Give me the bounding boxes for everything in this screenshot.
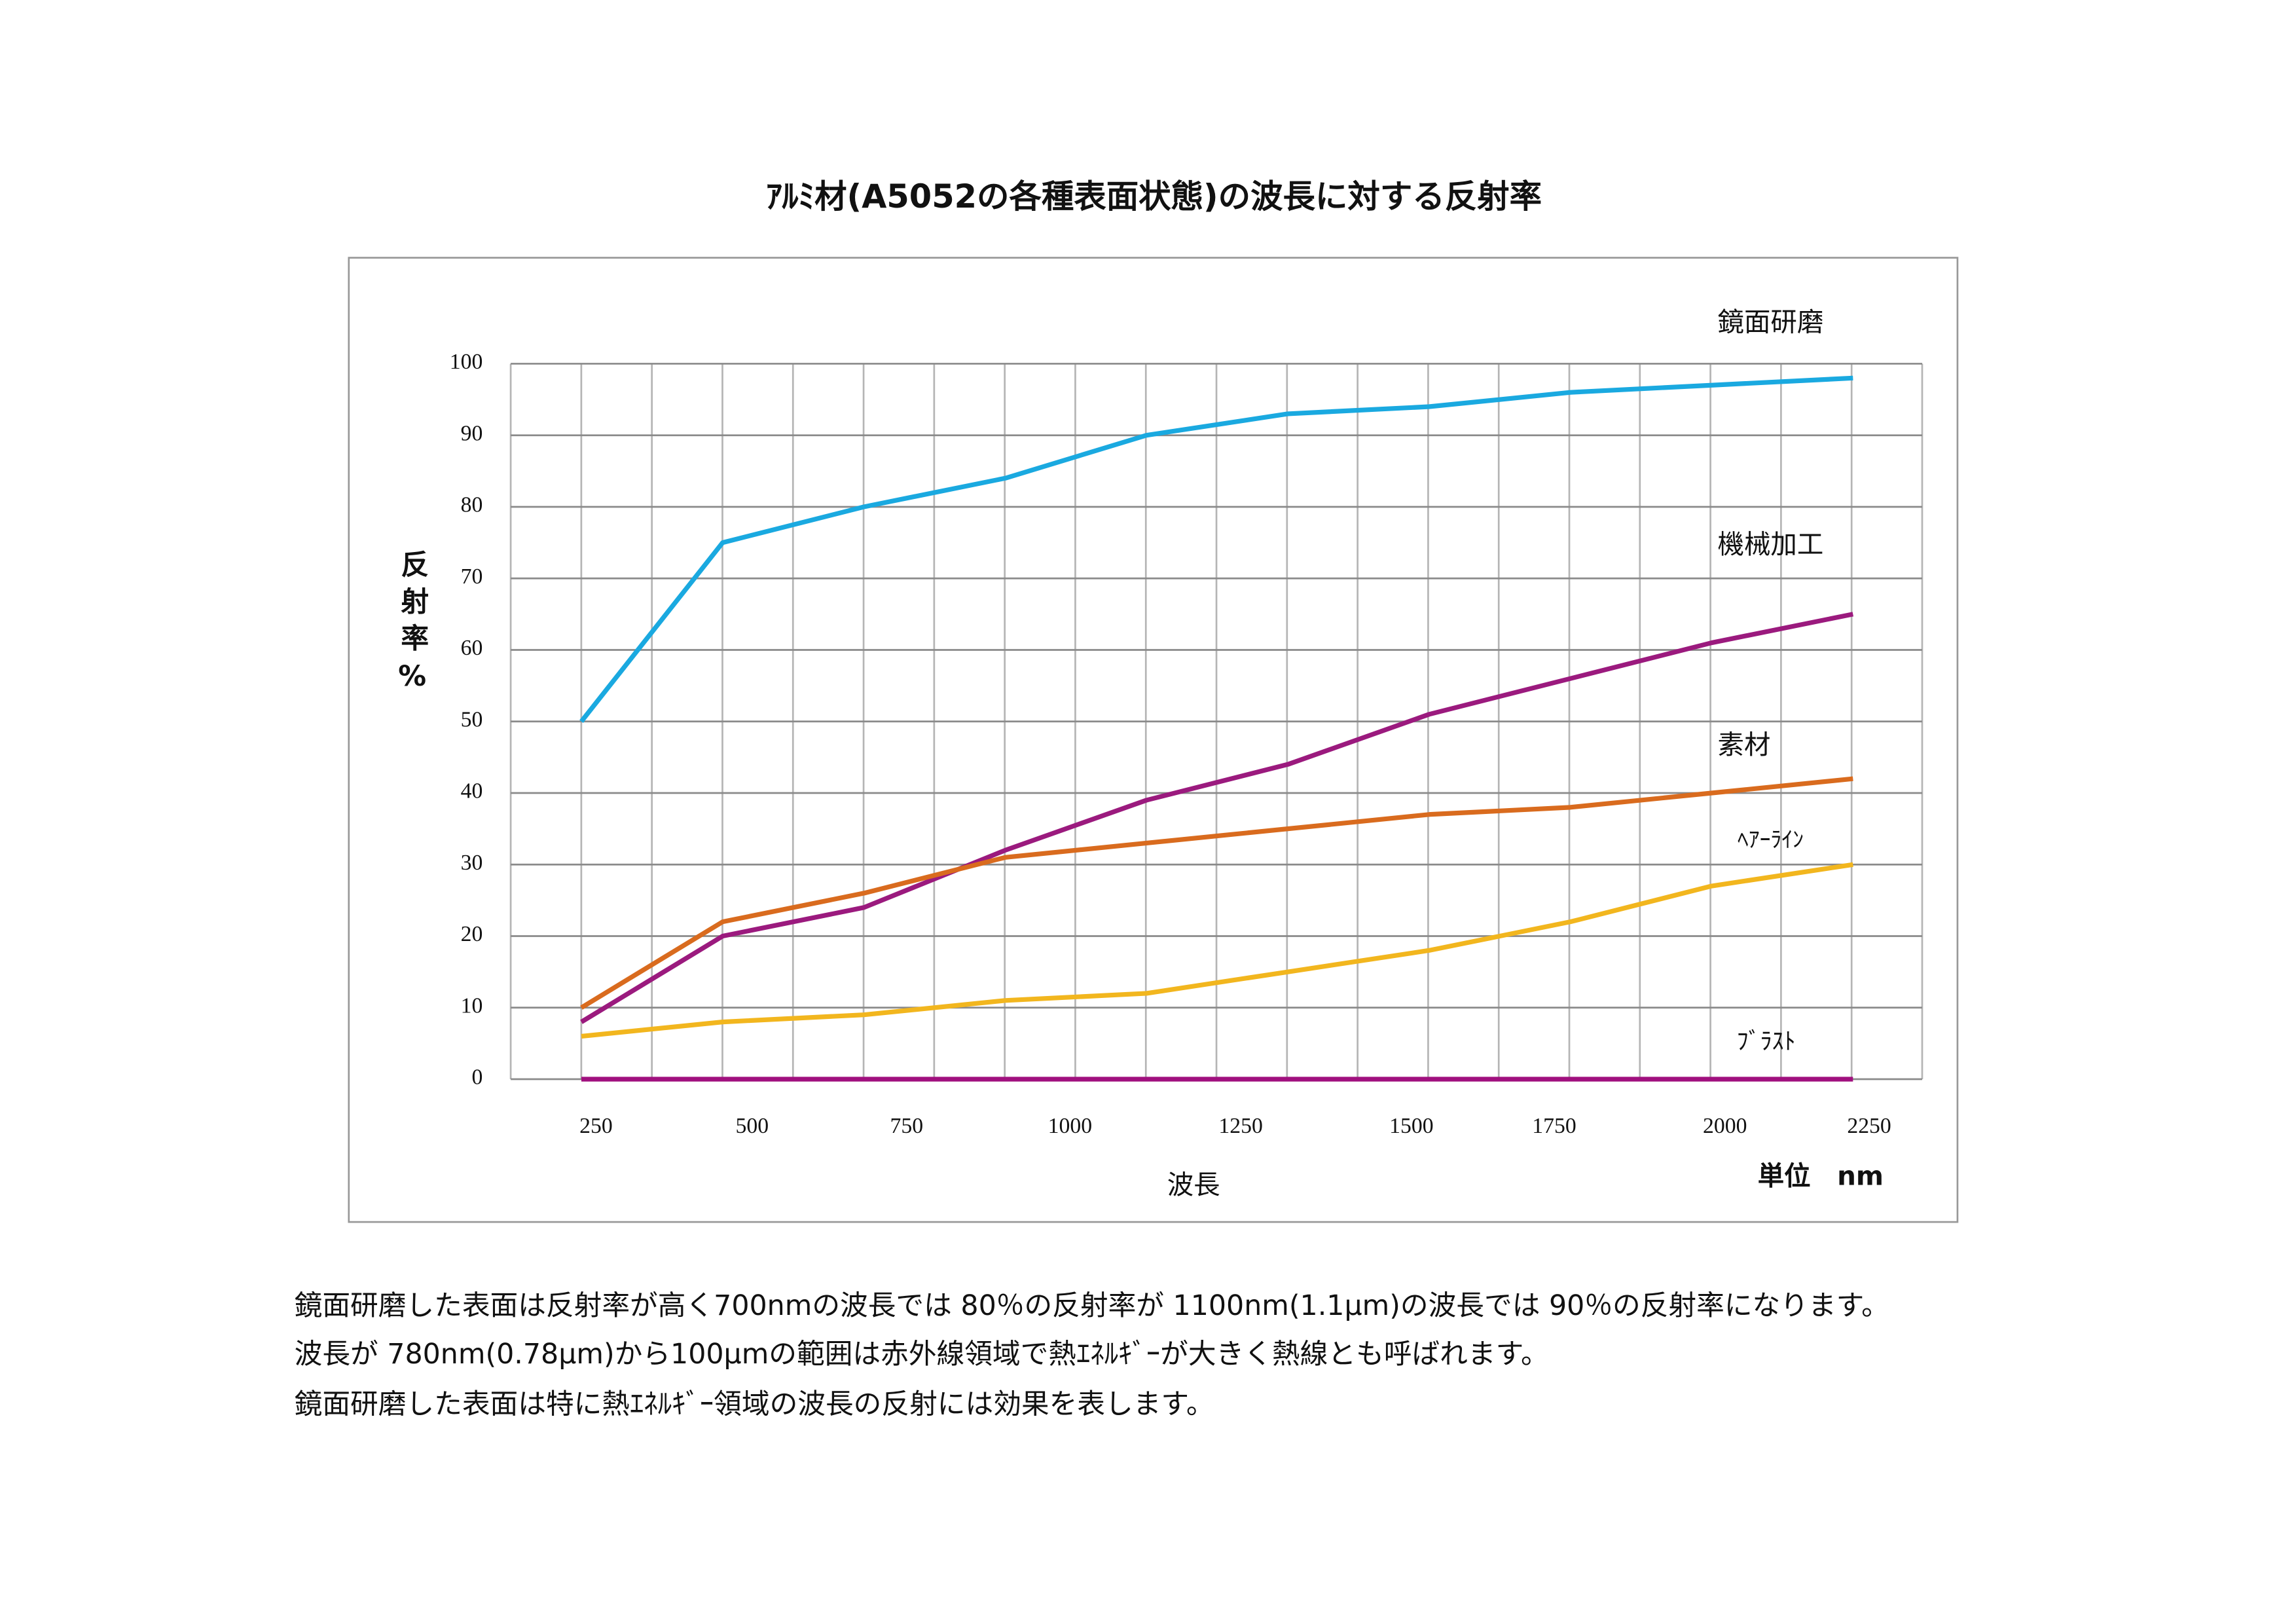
x-axis-label: 波長	[1167, 1169, 1220, 1200]
series-label: 機械加工	[1718, 528, 1824, 560]
note: 鏡面研磨した表面は特に熱ｴﾈﾙｷﾞｰ領域の波長の反射には効果を表します。	[295, 1388, 1214, 1421]
y-tick-label: 80	[461, 493, 483, 517]
x-tick-label: 750	[890, 1114, 924, 1138]
y-tick-label: 60	[461, 636, 483, 660]
series-label: 鏡面研磨	[1718, 306, 1824, 338]
x-tick-label: 250	[579, 1114, 613, 1138]
chart-frame	[348, 257, 1959, 1223]
y-tick-label: 20	[461, 922, 483, 946]
y-axis-label: 反射率%	[396, 549, 429, 702]
series-line	[579, 375, 1853, 723]
x-tick-label: 1000	[1048, 1114, 1092, 1138]
y-tick-label: 90	[461, 421, 483, 445]
series-label: 素材	[1718, 729, 1771, 760]
unit-label: 単位 nm	[1758, 1160, 1884, 1192]
chart-title: ｱﾙﾐ材(A5052の各種表面状態)の波長に対する反射率	[766, 177, 1542, 215]
note: 鏡面研磨した表面は反射率が高く700nmの波長では 80％の反射率が 1100n…	[295, 1289, 1889, 1322]
x-tick-label: 2000	[1703, 1114, 1747, 1138]
x-tick-label: 500	[735, 1114, 769, 1138]
y-tick-label: 40	[461, 779, 483, 803]
series-line	[581, 862, 1853, 1039]
y-tick-label: 50	[461, 707, 483, 731]
y-tick-label: 30	[461, 851, 483, 875]
x-tick-label: 1500	[1389, 1114, 1433, 1138]
y-tick-label: 0	[472, 1065, 483, 1090]
series-line	[580, 776, 1853, 1010]
x-tick-label: 1250	[1218, 1114, 1262, 1138]
series-label: ﾍｱｰﾗｲﾝ	[1738, 826, 1804, 852]
y-tick-label: 10	[461, 994, 483, 1018]
note: 波長が 780nm(0.78μm)から100μmの範囲は赤外線領域で熱ｴﾈﾙｷﾞ…	[295, 1338, 1549, 1371]
y-tick-label: 70	[461, 564, 483, 589]
y-tick-label: 100	[450, 350, 483, 374]
x-tick-label: 1750	[1532, 1114, 1576, 1138]
x-tick-label: 2250	[1847, 1114, 1891, 1138]
series-label: ﾌﾞﾗｽﾄ	[1737, 1028, 1796, 1055]
series-line	[580, 612, 1854, 1024]
